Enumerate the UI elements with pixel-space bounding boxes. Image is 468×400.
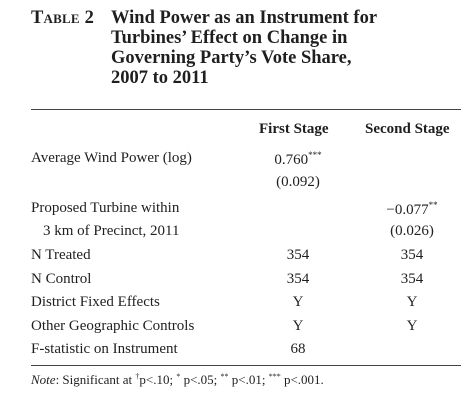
first-stage-cell: Y bbox=[292, 294, 304, 310]
first-stage-cell: (0.092) bbox=[276, 174, 320, 190]
second-stage-cell: 354 bbox=[400, 247, 424, 263]
caption-line-2: Turbines’ Effect on Change in bbox=[111, 28, 348, 48]
second-stage-cell: Y bbox=[406, 318, 418, 334]
second-stage-cell: (0.026) bbox=[390, 223, 434, 239]
row-label: Other Geographic Controls bbox=[31, 318, 195, 334]
second-stage-cell: 354 bbox=[400, 271, 424, 287]
first-stage-cell: 354 bbox=[286, 247, 310, 263]
first-stage-cell: 68 bbox=[290, 341, 306, 357]
top-rule bbox=[31, 109, 461, 110]
column-header-second-stage: Second Stage bbox=[365, 121, 450, 137]
column-header-first-stage: First Stage bbox=[259, 121, 329, 137]
first-stage-cell: Y bbox=[292, 318, 304, 334]
row-label: Average Wind Power (log) bbox=[31, 150, 192, 166]
row-label: Proposed Turbine within bbox=[31, 200, 180, 216]
second-stage-cell: Y bbox=[406, 294, 418, 310]
row-label: District Fixed Effects bbox=[31, 294, 160, 310]
row-label: N Treated bbox=[31, 247, 91, 263]
first-stage-cell: 0.760*** bbox=[274, 150, 322, 168]
table-caption: Wind Power as an Instrument for Turbines… bbox=[111, 8, 461, 88]
table-note: Note: Significant at †p<.10; * p<.05; **… bbox=[31, 372, 324, 387]
caption-line-1: Wind Power as an Instrument for bbox=[111, 8, 378, 28]
second-stage-cell: −0.077** bbox=[386, 200, 438, 218]
row-label: N Control bbox=[31, 271, 92, 287]
caption-line-4: 2007 to 2011 bbox=[111, 68, 209, 88]
first-stage-cell: 354 bbox=[286, 271, 310, 287]
row-label: 3 km of Precinct, 2011 bbox=[43, 223, 180, 239]
table-title: Table 2 Wind Power as an Instrument for … bbox=[31, 8, 461, 88]
caption-line-3: Governing Party’s Vote Share, bbox=[111, 48, 352, 68]
bottom-rule bbox=[31, 365, 461, 366]
row-label: F-statistic on Instrument bbox=[31, 341, 178, 357]
table-number: Table 2 bbox=[31, 8, 95, 28]
